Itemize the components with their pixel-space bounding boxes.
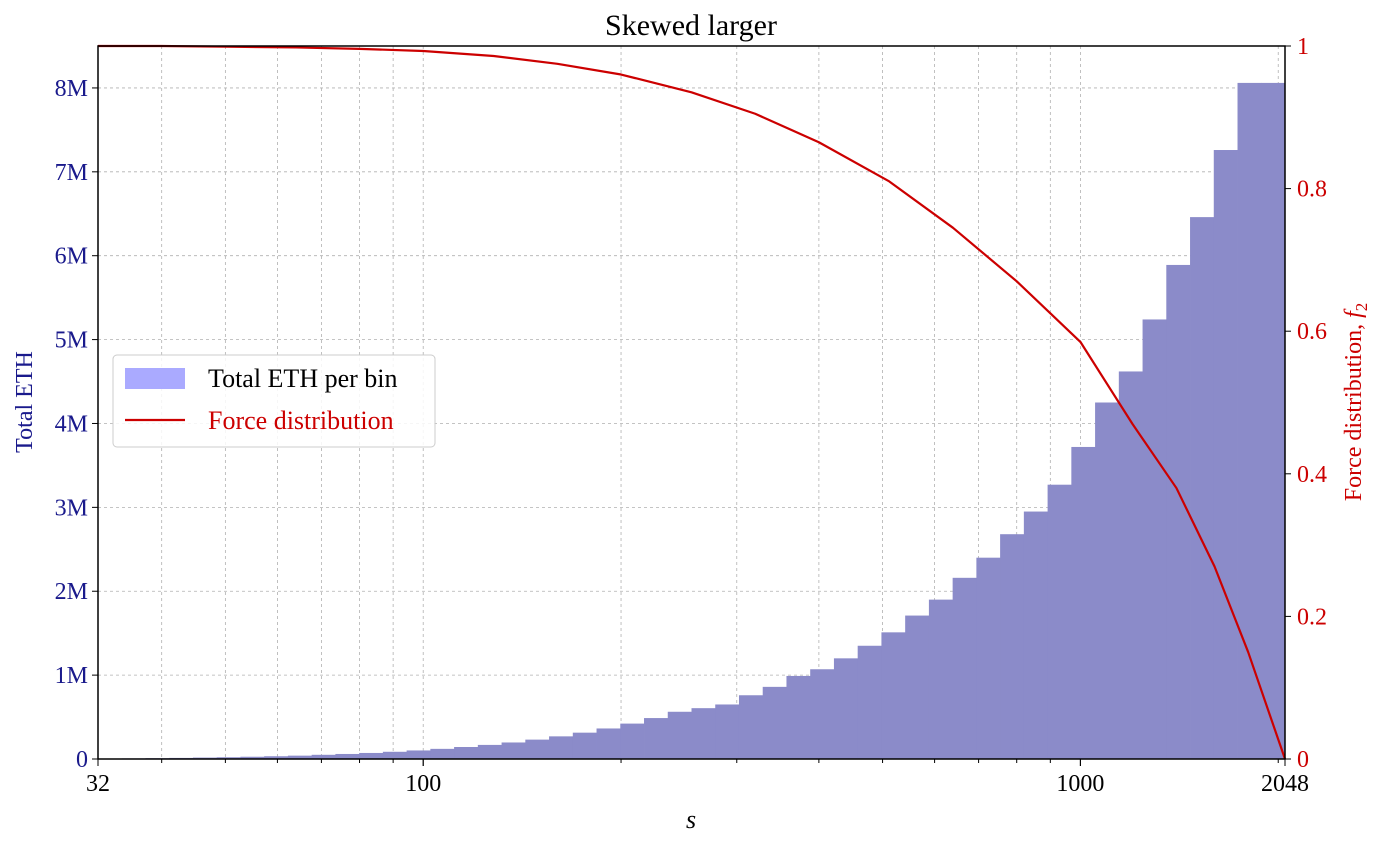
y-left-tick-label: 5M	[55, 328, 88, 354]
force-distribution-line	[98, 44, 1287, 760]
histogram-bar	[1213, 150, 1238, 760]
x-tick-label: 1000	[1056, 771, 1104, 797]
histogram-bar	[264, 756, 289, 759]
histogram-bar	[477, 744, 502, 759]
histogram-bar	[1166, 264, 1191, 759]
histogram-bar	[382, 751, 408, 759]
chart-title: Skewed larger	[605, 9, 777, 42]
histogram-bar	[1000, 534, 1025, 759]
histogram-bar	[430, 748, 455, 759]
histogram-bar	[311, 754, 336, 759]
legend: Total ETH per bin Force distribution	[112, 354, 436, 448]
histogram-bar	[287, 755, 313, 759]
y-axis-right-label-symbol: f	[1341, 308, 1367, 318]
histogram-bar	[928, 599, 954, 759]
y-left-tick-label: 0	[76, 747, 88, 773]
y-axis-right-label-subscript: 2	[1352, 303, 1371, 312]
x-axis-label: s	[686, 805, 696, 834]
histogram-bar	[644, 718, 669, 759]
histogram-bar	[335, 753, 360, 759]
histogram-bar	[667, 711, 692, 759]
x-tick-label: 32	[86, 771, 110, 797]
plot-frame	[97, 45, 1286, 760]
legend-swatch-histogram	[125, 368, 185, 389]
legend-label-histogram: Total ETH per bin	[208, 364, 398, 393]
histogram-bar	[976, 557, 1001, 759]
histogram-bar	[810, 669, 835, 759]
y-axis-left-label: Total ETH	[12, 351, 38, 453]
histogram-bar	[715, 704, 740, 759]
histogram-bar	[359, 752, 384, 759]
histogram-bar	[1095, 402, 1120, 759]
histogram-bar	[738, 695, 764, 759]
force-line-layer	[98, 44, 1287, 760]
histogram-bar	[501, 742, 526, 759]
histogram-bar	[833, 658, 859, 759]
histogram-bar	[1237, 82, 1262, 760]
y-right-tick-label: 0.6	[1297, 319, 1327, 345]
histogram-bar	[596, 728, 621, 759]
y-left-tick-label: 6M	[55, 244, 88, 270]
histogram-bar	[1071, 446, 1096, 759]
y-left-tick-label: 4M	[55, 411, 88, 437]
histogram-bar	[905, 615, 930, 759]
histogram-bar	[857, 645, 882, 759]
histogram-bar	[691, 708, 716, 759]
histogram-bar	[406, 750, 431, 759]
y-left-tick-label: 3M	[55, 495, 88, 521]
y-axis-right-label-text: Force distribution,	[1341, 318, 1367, 501]
histogram-bar	[1142, 319, 1167, 759]
histogram-bar	[454, 747, 479, 759]
histogram-bar	[952, 577, 977, 759]
y-left-tick-label: 2M	[55, 579, 88, 605]
histogram-bar	[762, 686, 787, 759]
histogram-bar	[1261, 82, 1286, 760]
x-tick-label: 100	[405, 771, 441, 797]
y-left-tick-label: 8M	[55, 76, 88, 102]
x-tick-label: 2048	[1261, 771, 1309, 797]
ticks: 0 1M 2M 3M 4M 5M 6M 7M 8M 0 0.2 0.4 0.6 0.8 1 32 100 1000…	[55, 34, 1327, 797]
y-right-tick-label: 0.2	[1297, 604, 1327, 630]
y-right-tick-label: 0	[1297, 747, 1309, 773]
histogram-bar	[620, 723, 645, 759]
y-right-tick-label: 0.8	[1297, 177, 1327, 203]
histogram-bars	[98, 82, 1286, 760]
histogram-bar	[525, 739, 550, 759]
y-left-tick-label: 7M	[55, 160, 88, 186]
histogram-bar	[216, 757, 241, 759]
y-right-tick-label: 0.4	[1297, 462, 1327, 488]
legend-label-force: Force distribution	[208, 406, 394, 435]
y-axis-right-label: Force distribution, f2	[1341, 303, 1371, 502]
histogram-bar	[1190, 217, 1215, 759]
y-left-tick-label: 1M	[55, 663, 88, 689]
y-right-tick-label: 1	[1297, 34, 1309, 60]
histogram-bar	[572, 732, 597, 759]
histogram-bar	[786, 675, 811, 759]
histogram-bar	[1118, 371, 1143, 759]
legend-box	[112, 354, 436, 448]
histogram-bar	[1047, 484, 1072, 759]
histogram-bar	[881, 632, 906, 759]
histogram-bar	[1023, 511, 1048, 759]
histogram-bar	[549, 736, 574, 759]
histogram-bar	[240, 756, 265, 759]
